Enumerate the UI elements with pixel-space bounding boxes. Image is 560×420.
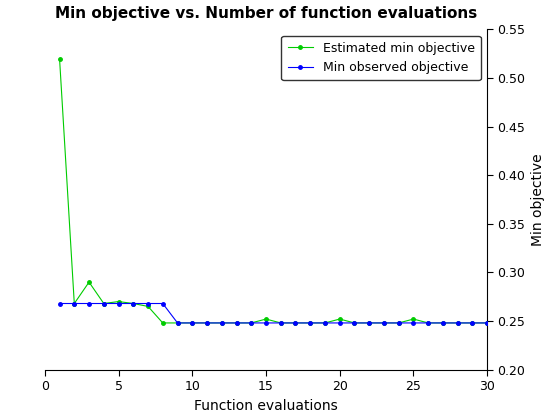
Min observed objective <box>454 320 461 326</box>
Min observed objective <box>410 320 417 326</box>
Estimated min objective <box>440 320 446 326</box>
Estimated min objective <box>425 320 432 326</box>
Min observed objective <box>86 301 92 306</box>
Min observed objective <box>277 320 284 326</box>
Min observed objective <box>381 320 388 326</box>
Estimated min objective <box>410 317 417 322</box>
Line: Estimated min objective: Estimated min objective <box>56 55 491 326</box>
Estimated min objective <box>56 56 63 61</box>
Min observed objective <box>263 320 269 326</box>
Estimated min objective <box>144 304 151 309</box>
Min observed objective <box>351 320 358 326</box>
Min observed objective <box>395 320 402 326</box>
Estimated min objective <box>381 320 388 326</box>
Estimated min objective <box>469 320 476 326</box>
Legend: Estimated min objective, Min observed objective: Estimated min objective, Min observed ob… <box>282 36 481 80</box>
Estimated min objective <box>395 320 402 326</box>
Min observed objective <box>71 301 78 306</box>
Estimated min objective <box>160 320 166 326</box>
Min observed objective <box>130 301 137 306</box>
Min observed objective <box>307 320 314 326</box>
Estimated min objective <box>189 320 195 326</box>
Min observed objective <box>337 320 343 326</box>
Min observed objective <box>425 320 432 326</box>
Min observed objective <box>100 301 107 306</box>
Estimated min objective <box>233 320 240 326</box>
Estimated min objective <box>115 299 122 304</box>
Min observed objective <box>484 320 491 326</box>
X-axis label: Function evaluations: Function evaluations <box>194 399 338 412</box>
Estimated min objective <box>86 280 92 285</box>
Estimated min objective <box>130 301 137 306</box>
Min observed objective <box>292 320 299 326</box>
Estimated min objective <box>484 320 491 326</box>
Min observed objective <box>160 301 166 306</box>
Estimated min objective <box>337 317 343 322</box>
Y-axis label: Min objective: Min objective <box>531 153 545 246</box>
Min observed objective <box>440 320 446 326</box>
Estimated min objective <box>248 320 255 326</box>
Estimated min objective <box>174 320 181 326</box>
Line: Min observed objective: Min observed objective <box>56 300 491 326</box>
Estimated min objective <box>218 320 225 326</box>
Estimated min objective <box>321 320 328 326</box>
Min observed objective <box>204 320 211 326</box>
Min observed objective <box>469 320 476 326</box>
Min observed objective <box>233 320 240 326</box>
Min observed objective <box>366 320 372 326</box>
Estimated min objective <box>100 301 107 306</box>
Estimated min objective <box>263 317 269 322</box>
Estimated min objective <box>351 320 358 326</box>
Estimated min objective <box>307 320 314 326</box>
Estimated min objective <box>292 320 299 326</box>
Estimated min objective <box>204 320 211 326</box>
Min observed objective <box>144 301 151 306</box>
Estimated min objective <box>454 320 461 326</box>
Min observed objective <box>174 320 181 326</box>
Estimated min objective <box>71 301 78 306</box>
Estimated min objective <box>277 320 284 326</box>
Min observed objective <box>248 320 255 326</box>
Min observed objective <box>56 301 63 306</box>
Min observed objective <box>321 320 328 326</box>
Estimated min objective <box>366 320 372 326</box>
Min observed objective <box>218 320 225 326</box>
Min observed objective <box>115 301 122 306</box>
Min observed objective <box>189 320 195 326</box>
Title: Min objective vs. Number of function evaluations: Min objective vs. Number of function eva… <box>55 6 477 21</box>
